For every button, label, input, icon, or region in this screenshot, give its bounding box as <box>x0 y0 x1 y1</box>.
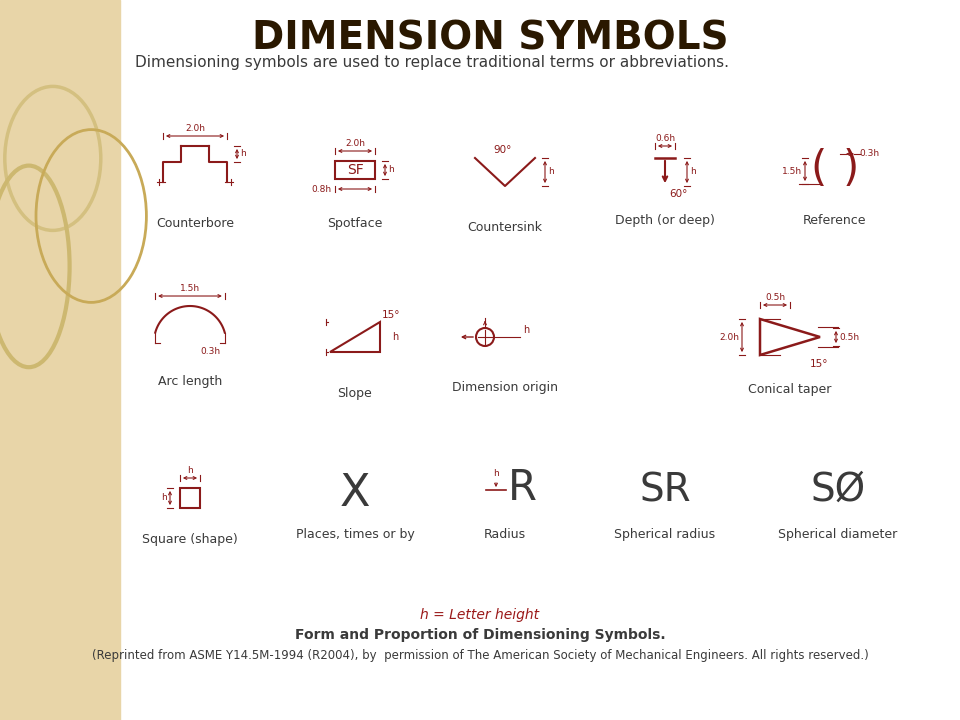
Text: h: h <box>493 469 499 478</box>
Text: 2.0h: 2.0h <box>345 139 365 148</box>
Text: Countersink: Countersink <box>468 221 542 234</box>
Text: 2.0h: 2.0h <box>185 124 205 133</box>
Text: 0.5h: 0.5h <box>839 333 859 341</box>
Text: Square (shape): Square (shape) <box>142 533 238 546</box>
Bar <box>180 488 200 508</box>
Text: h: h <box>690 168 696 176</box>
Bar <box>335 161 375 179</box>
Text: Radius: Radius <box>484 528 526 541</box>
Text: SØ: SØ <box>810 471 866 509</box>
Text: Reference: Reference <box>804 214 867 227</box>
Text: 90°: 90° <box>493 145 513 155</box>
Text: 0.8h: 0.8h <box>312 184 332 194</box>
Text: 0.3h: 0.3h <box>201 347 221 356</box>
Text: h: h <box>392 332 398 342</box>
Text: Spotface: Spotface <box>327 217 383 230</box>
Text: h: h <box>548 168 554 176</box>
Text: Slope: Slope <box>338 387 372 400</box>
Text: h = Letter height: h = Letter height <box>420 608 540 622</box>
Text: h: h <box>388 166 394 174</box>
Text: X: X <box>340 472 371 515</box>
Text: 1.5h: 1.5h <box>180 284 200 293</box>
Text: R: R <box>508 467 537 509</box>
Text: h: h <box>161 493 167 503</box>
Text: SR: SR <box>639 471 691 509</box>
Text: 0.3h: 0.3h <box>859 150 879 158</box>
Text: Dimensioning symbols are used to replace traditional terms or abbreviations.: Dimensioning symbols are used to replace… <box>135 55 729 70</box>
Text: h: h <box>187 466 193 475</box>
Text: h: h <box>523 325 529 335</box>
Text: Conical taper: Conical taper <box>748 383 831 396</box>
Text: 1.5h: 1.5h <box>781 166 802 176</box>
Text: Spherical radius: Spherical radius <box>614 528 715 541</box>
Text: Arc length: Arc length <box>157 375 222 388</box>
Text: SF: SF <box>347 163 364 177</box>
Text: Depth (or deep): Depth (or deep) <box>615 214 715 227</box>
Text: 15°: 15° <box>810 359 828 369</box>
Text: (Reprinted from ASME Y14.5M-1994 (R2004), by  permission of The American Society: (Reprinted from ASME Y14.5M-1994 (R2004)… <box>91 649 869 662</box>
Text: Places, times or by: Places, times or by <box>296 528 415 541</box>
Text: h: h <box>240 150 246 158</box>
Text: 60°: 60° <box>669 189 687 199</box>
Text: Form and Proportion of Dimensioning Symbols.: Form and Proportion of Dimensioning Symb… <box>295 628 665 642</box>
Text: (: ( <box>811 148 828 190</box>
Text: Counterbore: Counterbore <box>156 217 234 230</box>
Text: 15°: 15° <box>382 310 400 320</box>
Text: ): ) <box>843 148 859 190</box>
Text: 0.6h: 0.6h <box>655 134 675 143</box>
Text: Dimension origin: Dimension origin <box>452 381 558 394</box>
Text: 0.5h: 0.5h <box>765 293 785 302</box>
Text: DIMENSION SYMBOLS: DIMENSION SYMBOLS <box>252 20 729 58</box>
Text: 2.0h: 2.0h <box>719 333 739 341</box>
Text: Spherical diameter: Spherical diameter <box>779 528 898 541</box>
